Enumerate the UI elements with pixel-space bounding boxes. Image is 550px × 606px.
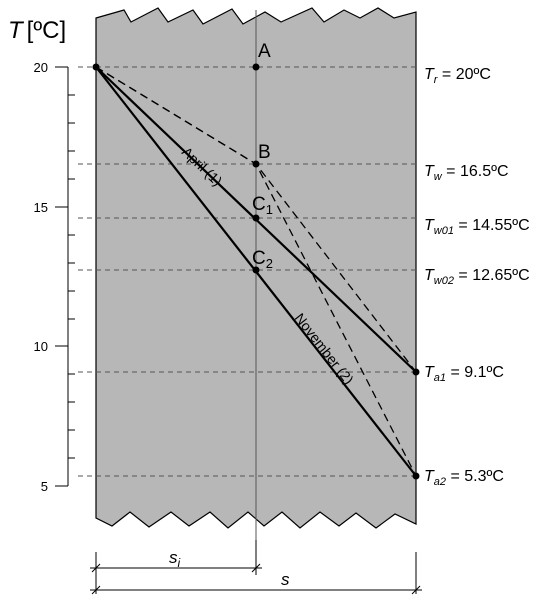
dimension-lines (90, 540, 422, 595)
label-tw02-value: = 12.65ºC (454, 267, 530, 284)
point-label-c2-main: C (252, 248, 266, 269)
label-tw02-symbol: T (424, 267, 435, 284)
point-c2 (252, 266, 260, 274)
label-ta1-sub: a1 (434, 372, 446, 384)
label-tr-sub: r (434, 74, 439, 86)
label-ta2-symbol: T (424, 468, 435, 485)
point-c1 (252, 214, 260, 222)
label-tw01-symbol: T (424, 217, 435, 234)
point-label-b: B (258, 142, 271, 163)
point-label-a: A (258, 41, 271, 62)
point-a (252, 63, 260, 71)
dim-tick (411, 585, 421, 595)
tick-label-15: 15 (34, 200, 48, 215)
label-tw01-value: = 14.55ºC (454, 217, 530, 234)
dim-label-si-sub: i (178, 556, 181, 570)
label-ta1: Ta1 = 9.1ºC (424, 364, 504, 384)
point-label-c1-main: C (252, 194, 266, 215)
label-tw02-sub: w02 (434, 275, 454, 287)
point-b (252, 160, 260, 168)
dim-label-si-symbol: s (169, 548, 178, 567)
point-label-c1-sub: 1 (266, 202, 273, 217)
point-label-c2-sub: 2 (266, 256, 273, 271)
label-tw01: Tw01 = 14.55ºC (424, 217, 530, 237)
dim-tick (91, 563, 101, 573)
axis-title-symbol: T (8, 17, 25, 44)
label-tr-value: = 20ºC (437, 66, 490, 83)
axis-title: T [ºC] (8, 17, 66, 44)
tick-label-10: 10 (34, 339, 48, 354)
label-ta2-sub: a2 (434, 476, 446, 488)
point-label-c2: C2 (252, 248, 273, 271)
point-ta2 (412, 472, 420, 480)
point-start (92, 63, 100, 71)
label-tw-symbol: T (424, 163, 435, 180)
label-ta2-value: = 5.3ºC (446, 468, 504, 485)
label-tr: Tr = 20ºC (424, 66, 491, 86)
point-ta1 (412, 368, 420, 376)
tick-label-5: 5 (41, 479, 48, 494)
label-tr-symbol: T (424, 66, 435, 83)
dim-tick (251, 563, 261, 573)
axis-title-unit: [ºC] (27, 17, 66, 44)
label-tw02: Tw02 = 12.65ºC (424, 267, 530, 287)
tick-label-20: 20 (34, 60, 48, 75)
label-ta1-symbol: T (424, 364, 435, 381)
label-tw-value: = 16.5ºC (442, 163, 509, 180)
dim-label-s: s (281, 570, 290, 589)
label-tw-sub: w (434, 171, 443, 183)
label-tw01-sub: w01 (434, 225, 454, 237)
label-tw: Tw = 16.5ºC (424, 163, 509, 183)
temperature-axis (55, 66, 75, 487)
reference-lines (78, 66, 416, 477)
dim-tick (91, 585, 101, 595)
label-ta1-value: = 9.1ºC (446, 364, 504, 381)
label-ta2: Ta2 = 5.3ºC (424, 468, 504, 488)
dim-label-si: si (169, 548, 181, 570)
point-label-c1: C1 (252, 194, 273, 217)
